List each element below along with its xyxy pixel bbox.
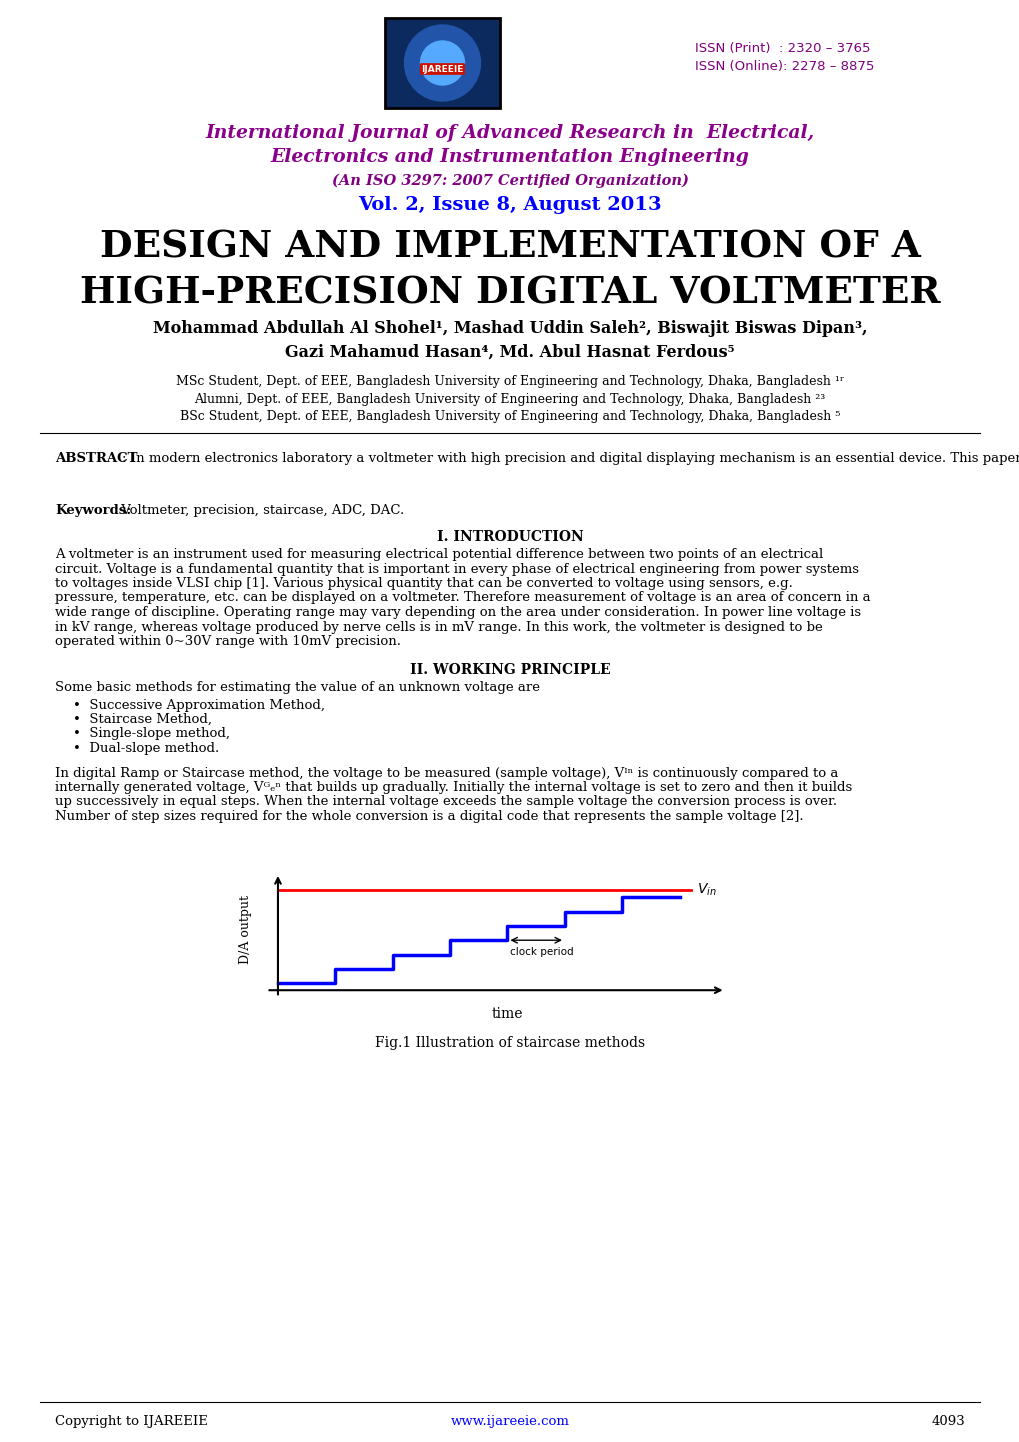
Circle shape — [420, 40, 464, 85]
Text: BSc Student, Dept. of EEE, Bangladesh University of Engineering and Technology, : BSc Student, Dept. of EEE, Bangladesh Un… — [179, 410, 840, 423]
Text: Vol. 2, Issue 8, August 2013: Vol. 2, Issue 8, August 2013 — [358, 196, 661, 213]
Text: Mohammad Abdullah Al Shohel¹, Mashad Uddin Saleh², Biswajit Biswas Dipan³,: Mohammad Abdullah Al Shohel¹, Mashad Udd… — [153, 320, 866, 337]
Text: up successively in equal steps. When the internal voltage exceeds the sample vol: up successively in equal steps. When the… — [55, 796, 837, 809]
Text: internally generated voltage, Vᴳₑⁿ that builds up gradually. Initially the inter: internally generated voltage, Vᴳₑⁿ that … — [55, 782, 852, 795]
Text: ABSTRACT: ABSTRACT — [55, 451, 138, 464]
Circle shape — [405, 25, 480, 101]
Text: operated within 0~30V range with 10mV precision.: operated within 0~30V range with 10mV pr… — [55, 634, 400, 647]
Text: circuit. Voltage is a fundamental quantity that is important in every phase of e: circuit. Voltage is a fundamental quanti… — [55, 562, 858, 575]
Text: Alumni, Dept. of EEE, Bangladesh University of Engineering and Technology, Dhaka: Alumni, Dept. of EEE, Bangladesh Univers… — [195, 394, 824, 407]
Text: HIGH-PRECISION DIGITAL VOLTMETER: HIGH-PRECISION DIGITAL VOLTMETER — [79, 274, 940, 311]
Text: Electronics and Instrumentation Engineering: Electronics and Instrumentation Engineer… — [270, 149, 749, 166]
Text: II. WORKING PRINCIPLE: II. WORKING PRINCIPLE — [410, 663, 609, 678]
Text: International Journal of Advanced Research in  Electrical,: International Journal of Advanced Resear… — [205, 124, 814, 141]
Text: Some basic methods for estimating the value of an unknown voltage are: Some basic methods for estimating the va… — [55, 682, 539, 695]
Text: to voltages inside VLSI chip [1]. Various physical quantity that can be converte: to voltages inside VLSI chip [1]. Variou… — [55, 577, 792, 590]
Text: Voltmeter, precision, staircase, ADC, DAC.: Voltmeter, precision, staircase, ADC, DA… — [117, 505, 404, 518]
Text: www.ijareeie.com: www.ijareeie.com — [450, 1415, 569, 1428]
Text: ISSN (Online): 2278 – 8875: ISSN (Online): 2278 – 8875 — [694, 61, 873, 74]
Text: In digital Ramp or Staircase method, the voltage to be measured (sample voltage): In digital Ramp or Staircase method, the… — [55, 767, 838, 780]
Text: •  Successive Approximation Method,: • Successive Approximation Method, — [73, 698, 325, 711]
Text: •  Dual-slope method.: • Dual-slope method. — [73, 743, 219, 756]
Text: pressure, temperature, etc. can be displayed on a voltmeter. Therefore measureme: pressure, temperature, etc. can be displ… — [55, 591, 870, 604]
Text: Fig.1 Illustration of staircase methods: Fig.1 Illustration of staircase methods — [375, 1037, 644, 1051]
Text: : In modern electronics laboratory a voltmeter with high precision and digital d: : In modern electronics laboratory a vol… — [122, 451, 1019, 464]
Text: ISSN (Print)  : 2320 – 3765: ISSN (Print) : 2320 – 3765 — [694, 42, 869, 55]
Text: I. INTRODUCTION: I. INTRODUCTION — [436, 531, 583, 544]
Text: Copyright to IJAREEIE: Copyright to IJAREEIE — [55, 1415, 208, 1428]
Text: •  Single-slope method,: • Single-slope method, — [73, 728, 229, 741]
Text: •  Staircase Method,: • Staircase Method, — [73, 712, 212, 725]
Text: in kV range, whereas voltage produced by nerve cells is in mV range. In this wor: in kV range, whereas voltage produced by… — [55, 620, 822, 633]
Text: wide range of discipline. Operating range may vary depending on the area under c: wide range of discipline. Operating rang… — [55, 606, 860, 619]
Text: MSc Student, Dept. of EEE, Bangladesh University of Engineering and Technology, : MSc Student, Dept. of EEE, Bangladesh Un… — [175, 375, 844, 388]
Text: Gazi Mahamud Hasan⁴, Md. Abul Hasnat Ferdous⁵: Gazi Mahamud Hasan⁴, Md. Abul Hasnat Fer… — [285, 345, 734, 360]
Text: DESIGN AND IMPLEMENTATION OF A: DESIGN AND IMPLEMENTATION OF A — [100, 228, 919, 265]
Text: Keywords:: Keywords: — [55, 505, 131, 518]
Text: A voltmeter is an instrument used for measuring electrical potential difference : A voltmeter is an instrument used for me… — [55, 548, 822, 561]
Text: clock period: clock period — [510, 947, 574, 957]
Text: (An ISO 3297: 2007 Certified Organization): (An ISO 3297: 2007 Certified Organizatio… — [331, 174, 688, 189]
FancyBboxPatch shape — [384, 17, 499, 108]
Text: Number of step sizes required for the whole conversion is a digital code that re: Number of step sizes required for the wh… — [55, 810, 803, 823]
Text: 4093: 4093 — [930, 1415, 964, 1428]
Y-axis label: D/A output: D/A output — [239, 895, 252, 965]
Text: IJAREEIE: IJAREEIE — [421, 65, 464, 74]
X-axis label: time: time — [491, 1008, 523, 1021]
Text: $V_{in}$: $V_{in}$ — [696, 883, 716, 898]
